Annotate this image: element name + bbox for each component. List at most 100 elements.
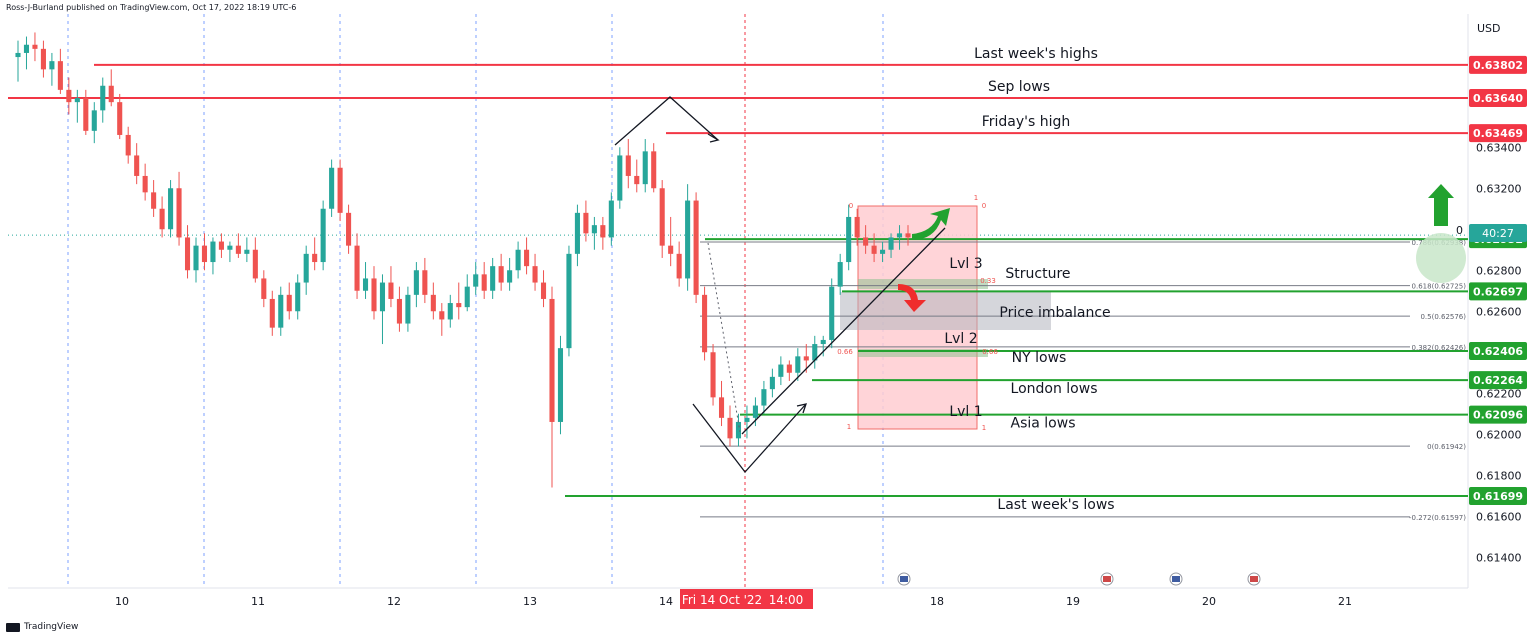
- y-tick-label: 0.61600: [1476, 510, 1522, 523]
- candle-body: [803, 356, 809, 361]
- candle-body: [57, 61, 63, 90]
- candle-body: [829, 286, 835, 340]
- candle-body: [23, 44, 30, 53]
- candle-body: [566, 253, 572, 349]
- candle-body: [752, 405, 758, 418]
- candle-body: [83, 98, 89, 131]
- candle-body: [515, 249, 521, 271]
- zone-small-label: 1: [974, 194, 978, 202]
- price-tag-label: 0.62264: [1473, 374, 1523, 387]
- candle-body: [244, 249, 250, 254]
- crosshair-date-label: Fri 14 Oct '22: [682, 593, 762, 607]
- candle-body: [727, 417, 733, 439]
- candle-body: [896, 233, 903, 238]
- event-flag-fill: [1172, 576, 1180, 582]
- candle-body: [32, 44, 38, 49]
- candle-body: [176, 188, 182, 238]
- candle-body: [91, 110, 97, 131]
- candle-body: [473, 274, 479, 287]
- candle-body: [583, 212, 589, 234]
- candle-body: [812, 344, 818, 361]
- x-tick-label: 10: [115, 595, 129, 608]
- zone-small-label: 0.33: [980, 277, 996, 285]
- candle-body: [481, 274, 487, 291]
- candle-body: [735, 421, 742, 439]
- zone-label: Lvl 3: [949, 256, 982, 272]
- crosshair-date-tag: [680, 589, 813, 609]
- candle-body: [778, 364, 784, 377]
- candle-body: [405, 294, 411, 324]
- candle-body: [184, 237, 191, 271]
- candle-body: [549, 298, 555, 422]
- candle-body: [159, 208, 165, 230]
- candle-body: [591, 225, 597, 234]
- fib-label: 0.382(0.62426): [1412, 344, 1467, 352]
- zone-small-label: 0: [849, 202, 853, 210]
- candle-body: [66, 89, 72, 103]
- tradingview-logo[interactable]: TradingView: [6, 620, 78, 634]
- zone-small-label: 1: [847, 423, 851, 431]
- price-tag-label: 0.62096: [1473, 409, 1523, 422]
- y-tick-label: 0.61800: [1476, 469, 1522, 482]
- lvl2-band: [858, 349, 988, 357]
- candle-body: [396, 298, 402, 324]
- zone-small-label: 1: [982, 424, 986, 432]
- candle-body: [286, 294, 292, 312]
- price-tag-label: 0.63802: [1473, 59, 1523, 72]
- candle-body: [422, 270, 428, 295]
- candle-body: [880, 249, 886, 254]
- y-tick-label: 0.63400: [1476, 141, 1522, 154]
- candle-body: [134, 155, 140, 176]
- candle-body: [846, 216, 852, 263]
- publisher-caption: Ross-J-Burland published on TradingView.…: [6, 3, 297, 12]
- candle-body: [676, 253, 682, 279]
- price-tag: [1469, 124, 1527, 143]
- zone-label: Price imbalance: [999, 305, 1110, 321]
- candle-body: [261, 278, 267, 299]
- candle-body: [761, 389, 767, 406]
- candle-body: [685, 200, 691, 279]
- candle-body: [218, 241, 224, 250]
- fib-label: -0.272(0.61597): [1409, 514, 1466, 522]
- candle-body: [312, 253, 318, 263]
- tradingview-brand: TradingView: [24, 622, 79, 632]
- tradingview-icon: [6, 622, 20, 632]
- candle-body: [557, 348, 564, 422]
- candle-body: [362, 278, 369, 291]
- structure-band: [858, 279, 988, 289]
- candle-body: [210, 241, 216, 263]
- y-tick-label: 0.62200: [1476, 387, 1522, 400]
- zone-small-label: 0.66: [982, 348, 998, 356]
- candle-body: [600, 225, 606, 238]
- countdown-tag: [1469, 224, 1527, 242]
- candle-body: [507, 270, 513, 283]
- x-tick-label: 12: [387, 595, 401, 608]
- y-tick-label: 0.61400: [1476, 551, 1522, 564]
- event-flag-fill: [1103, 576, 1111, 582]
- candle-body: [659, 188, 665, 246]
- price-tag: [1469, 55, 1527, 74]
- candle-body: [744, 417, 750, 422]
- price-tag: [1469, 371, 1527, 390]
- countdown-value-label: 0: [1456, 224, 1463, 237]
- candle-body: [168, 188, 174, 230]
- highlight-circle: [1416, 233, 1466, 283]
- event-flag-fill: [900, 576, 908, 582]
- candle-body: [702, 294, 708, 353]
- x-tick-label: 11: [251, 595, 265, 608]
- candle-body: [524, 249, 530, 267]
- price-tag: [1469, 342, 1527, 361]
- candle-body: [651, 151, 657, 189]
- zone-small-label: 0: [982, 202, 986, 210]
- y-tick-label: 0.62600: [1476, 305, 1522, 318]
- candle-body: [863, 237, 869, 246]
- candle-body: [574, 212, 580, 254]
- candle-body: [642, 151, 648, 185]
- price-tag-label: 0.62406: [1473, 345, 1523, 358]
- fib-label: 0(0.61942): [1427, 443, 1466, 451]
- candle-body: [346, 212, 352, 246]
- chevron-up-drawing: [614, 96, 719, 146]
- candle-body: [337, 167, 343, 213]
